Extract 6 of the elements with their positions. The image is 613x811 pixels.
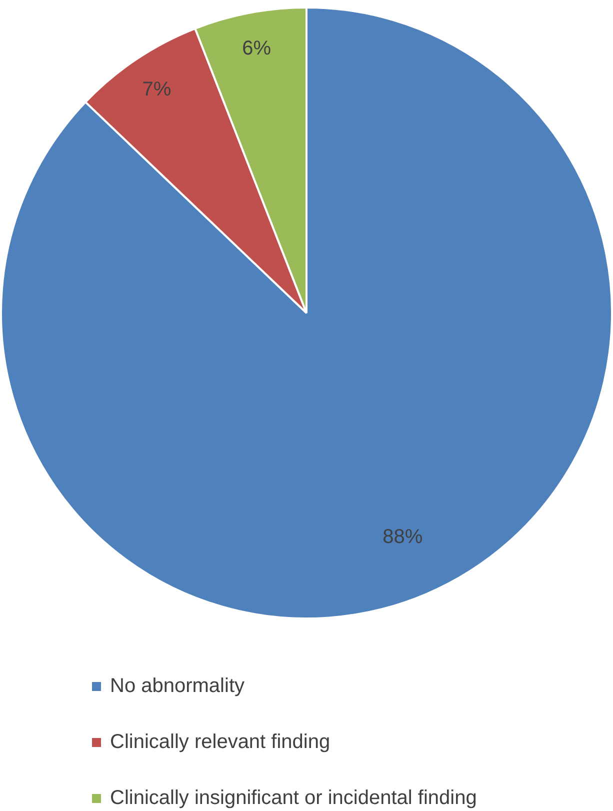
data-label: 7% — [142, 78, 172, 100]
data-label: 88% — [382, 526, 423, 548]
data-label: 6% — [242, 37, 272, 60]
legend-label: Clinically relevant finding — [110, 730, 330, 754]
legend-label: Clinically insignificant or incidental finding — [110, 786, 477, 810]
slice-label: No abnormality — [110, 674, 245, 698]
